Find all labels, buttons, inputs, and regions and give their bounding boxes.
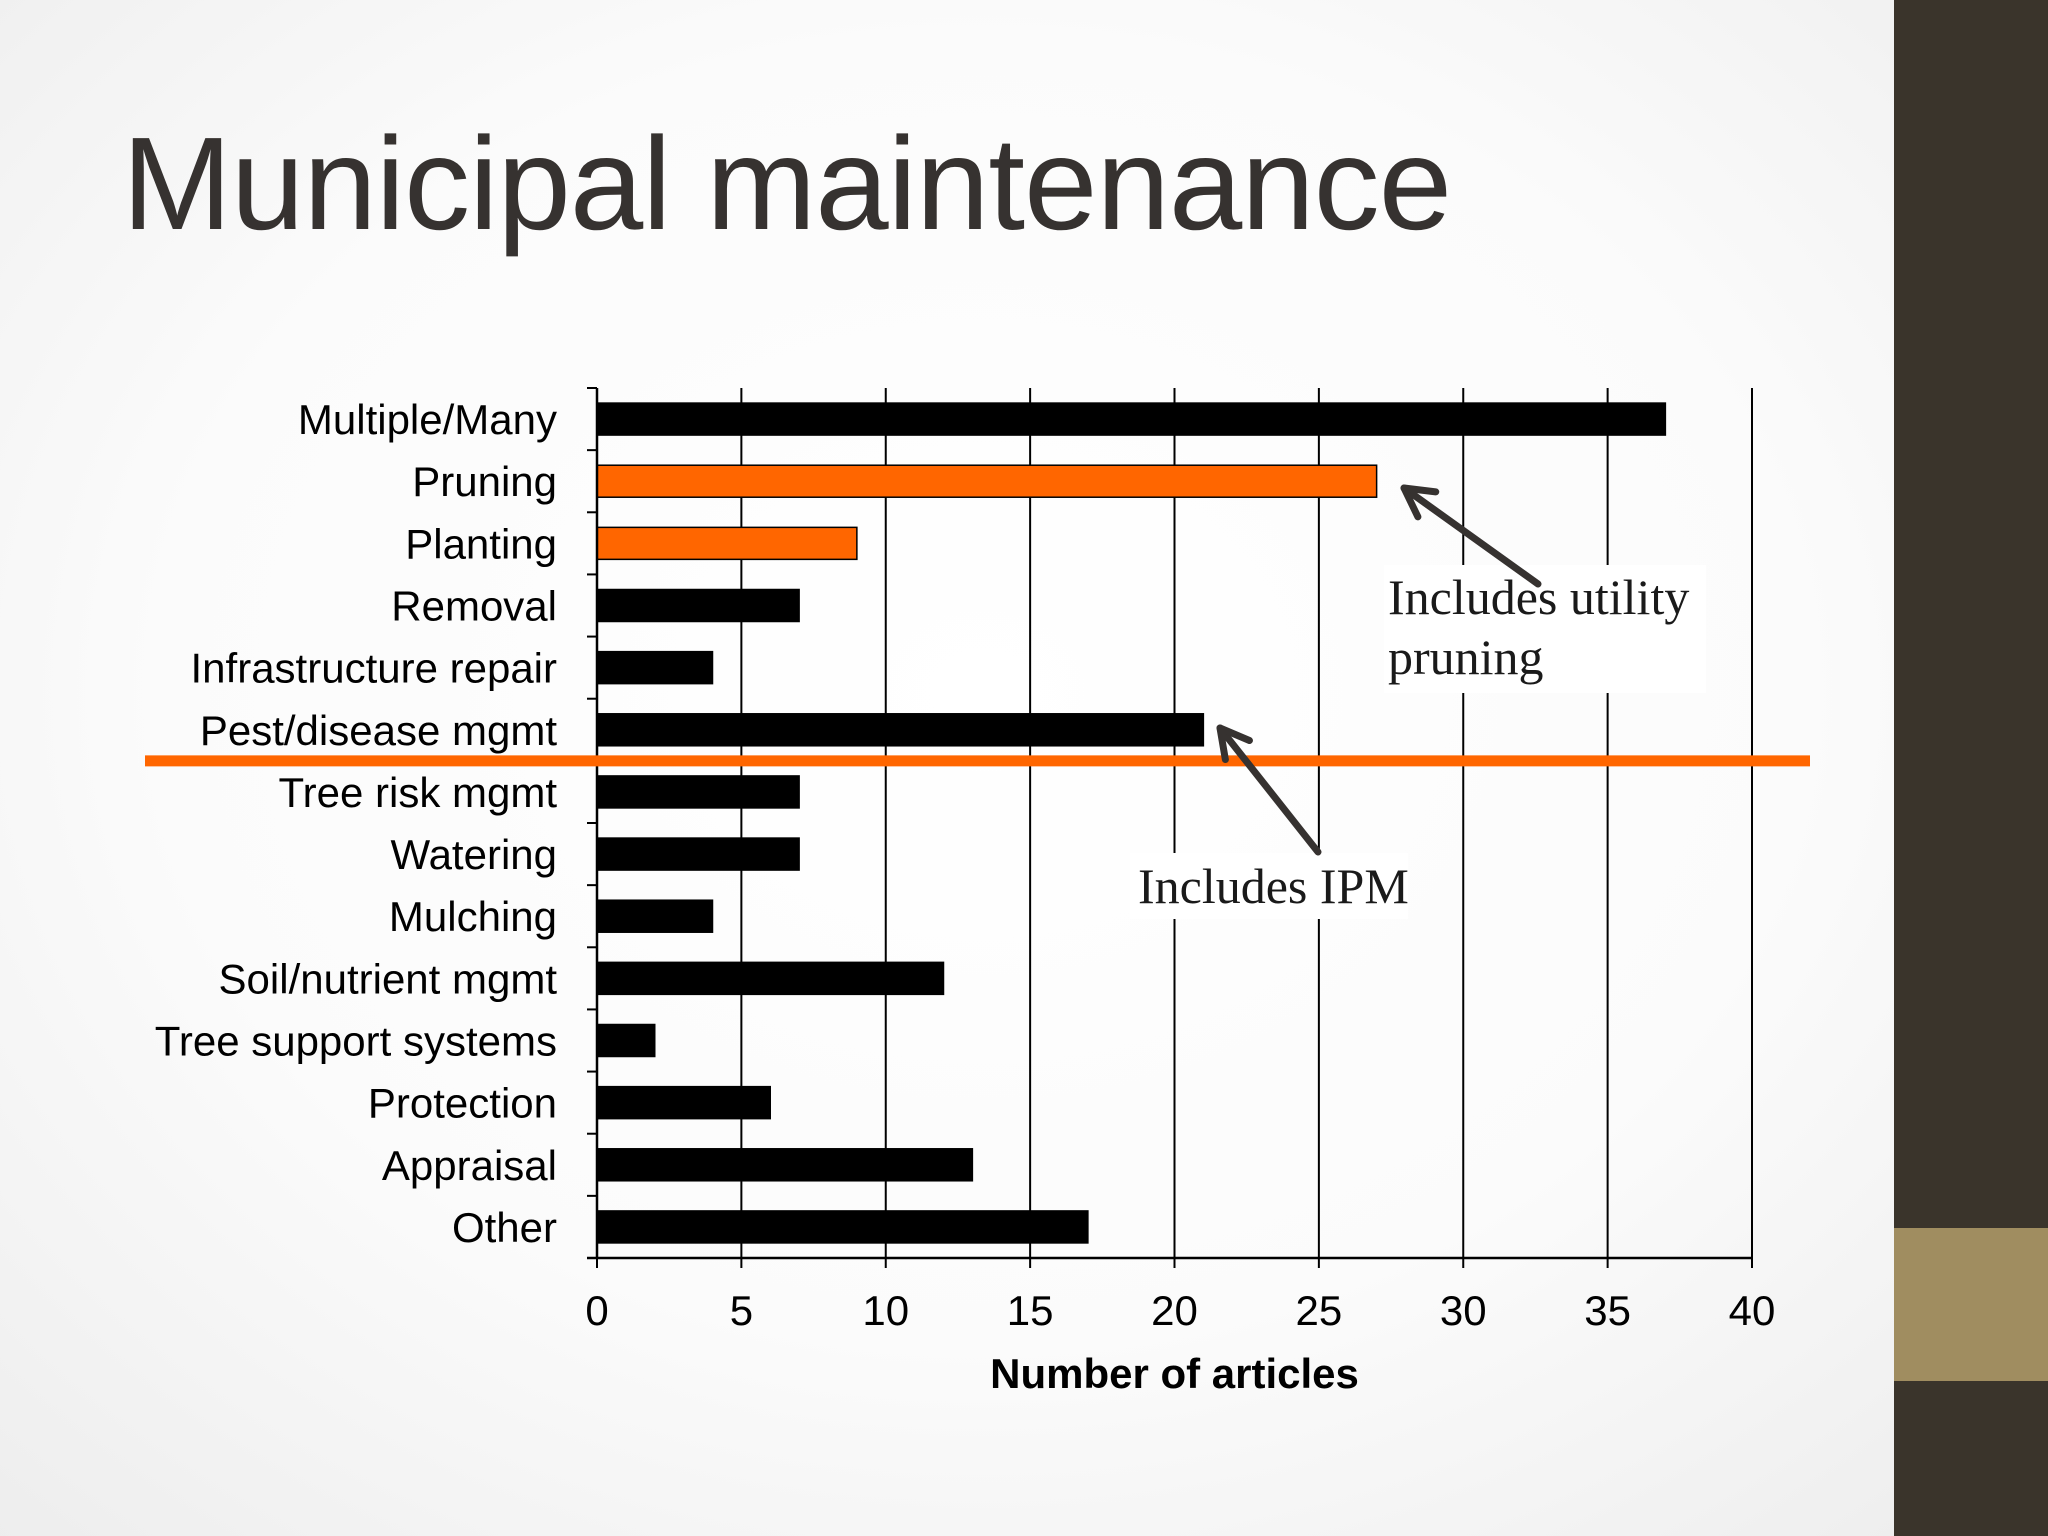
- bar-tree-risk-mgmt: [596, 775, 800, 809]
- category-label-appraisal: Appraisal: [382, 1142, 557, 1189]
- bar-other: [596, 1210, 1089, 1244]
- annotation-backgrounds: [1130, 565, 1706, 919]
- category-label-mulching: Mulching: [389, 893, 557, 940]
- bar-removal: [596, 588, 800, 623]
- bar-tree-support-systems: [596, 1023, 656, 1058]
- category-label-multiple-many: Multiple/Many: [298, 396, 557, 443]
- category-label-watering: Watering: [390, 831, 557, 878]
- category-label-infrastructure-repair: Infrastructure repair: [191, 645, 557, 692]
- bar-pest-disease-mgmt: [596, 713, 1205, 747]
- x-tick-label-25: 25: [1296, 1287, 1343, 1334]
- x-axis-title: Number of articles: [990, 1350, 1359, 1397]
- annotation-includes-utility-arrow-head: [1400, 484, 1440, 521]
- category-label-other: Other: [452, 1204, 557, 1251]
- category-label-pest-disease-mgmt: Pest/disease mgmt: [200, 707, 557, 754]
- bar-protection: [596, 1085, 771, 1120]
- x-tick-label-15: 15: [1007, 1287, 1054, 1334]
- bars: [596, 402, 1667, 1244]
- annotations: Includes utility pruning Includes IPM: [1138, 484, 1689, 914]
- x-tick-label-40: 40: [1729, 1287, 1776, 1334]
- annotation-includes-utility: Includes utility pruning: [1388, 569, 1689, 685]
- annotation-includes-utility-line-1: Includes utility: [1388, 569, 1689, 625]
- bar-pruning: [596, 464, 1378, 498]
- x-tick-label-5: 5: [730, 1287, 753, 1334]
- annotation-includes-utility-arrow-shaft: [1400, 484, 1542, 588]
- category-label-tree-risk-mgmt: Tree risk mgmt: [279, 769, 558, 816]
- annotation-includes-utility-background: [1384, 565, 1706, 693]
- annotation-includes-ipm: Includes IPM: [1138, 858, 1409, 914]
- sidebar-accent-block: [1894, 1228, 2048, 1381]
- grid-lines: [740, 388, 1753, 1258]
- x-tick-label-20: 20: [1151, 1287, 1198, 1334]
- bar-multiple-many: [596, 402, 1667, 436]
- x-tick-label-10: 10: [862, 1287, 909, 1334]
- bar-mulching: [596, 899, 714, 933]
- bar-appraisal: [596, 1148, 974, 1182]
- tick-labels: 0 5 10 15 20 25 30 35 40: [585, 1287, 1775, 1334]
- bar-watering: [596, 837, 800, 871]
- x-tick-label-35: 35: [1584, 1287, 1631, 1334]
- category-label-soil-nutrient-mgmt: Soil/nutrient mgmt: [219, 955, 558, 1002]
- annotation-includes-ipm-background: [1130, 853, 1408, 919]
- x-tick-label-30: 30: [1440, 1287, 1487, 1334]
- annotation-includes-ipm-line-1: Includes IPM: [1138, 858, 1409, 914]
- x-tick-label-0: 0: [585, 1287, 608, 1334]
- category-label-planting: Planting: [405, 520, 557, 567]
- slide-title: Municipal maintenance: [122, 110, 1452, 257]
- bar-infrastructure-repair: [596, 650, 714, 685]
- annotation-includes-utility-line-2: pruning: [1388, 629, 1544, 685]
- annotation-includes-ipm-arrow-shaft: [1216, 724, 1322, 856]
- category-label-removal: Removal: [391, 583, 557, 630]
- bar-soil-nutrient-mgmt: [596, 961, 945, 996]
- axes: [587, 387, 1753, 1268]
- bar-planting: [596, 526, 858, 561]
- category-labels: Multiple/Many Pruning Planting Removal Infra…: [155, 396, 558, 1251]
- category-label-protection: Protection: [368, 1080, 557, 1127]
- category-label-pruning: Pruning: [412, 458, 557, 505]
- annotation-includes-ipm-arrow-head: [1216, 724, 1253, 764]
- category-label-tree-support-systems: Tree support systems: [155, 1018, 557, 1065]
